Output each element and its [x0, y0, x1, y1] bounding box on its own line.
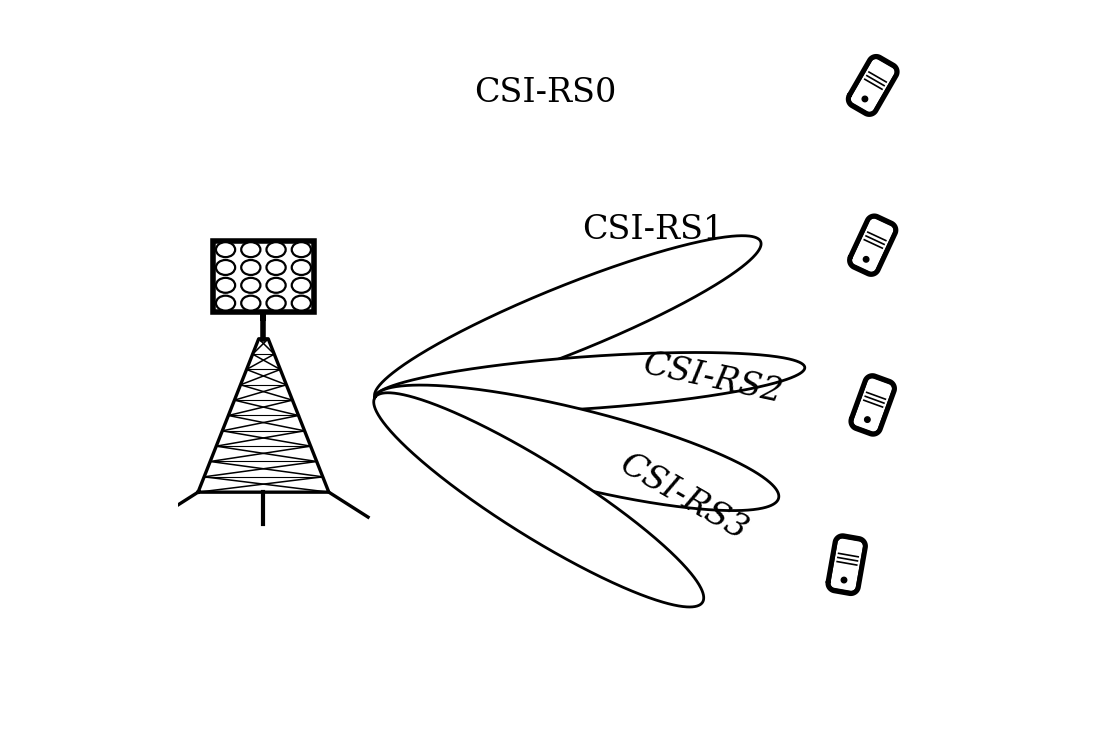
Ellipse shape	[241, 296, 260, 311]
Polygon shape	[375, 236, 762, 403]
Polygon shape	[862, 228, 889, 253]
Polygon shape	[848, 56, 897, 114]
Ellipse shape	[215, 242, 235, 257]
Polygon shape	[375, 352, 804, 412]
Polygon shape	[862, 96, 867, 102]
Ellipse shape	[291, 242, 311, 257]
Ellipse shape	[215, 278, 235, 293]
Polygon shape	[374, 393, 703, 607]
Ellipse shape	[266, 296, 286, 311]
Polygon shape	[851, 376, 895, 434]
Ellipse shape	[266, 260, 286, 275]
Bar	[260, 312, 266, 321]
Ellipse shape	[291, 260, 311, 275]
Text: CSI-RS0: CSI-RS0	[475, 77, 617, 109]
Polygon shape	[864, 256, 869, 262]
Polygon shape	[850, 216, 896, 274]
Text: CSI-RS1: CSI-RS1	[582, 214, 724, 247]
Polygon shape	[828, 536, 865, 594]
Ellipse shape	[291, 278, 311, 293]
Text: CSI-RS3: CSI-RS3	[613, 449, 753, 547]
Polygon shape	[862, 388, 888, 412]
Polygon shape	[375, 385, 779, 510]
Ellipse shape	[215, 260, 235, 275]
Bar	[213, 241, 314, 312]
Ellipse shape	[266, 278, 286, 293]
Ellipse shape	[266, 242, 286, 257]
Ellipse shape	[241, 242, 260, 257]
Ellipse shape	[291, 296, 311, 311]
Polygon shape	[835, 549, 861, 569]
Polygon shape	[862, 68, 889, 94]
Ellipse shape	[241, 278, 260, 293]
Polygon shape	[865, 417, 870, 422]
Text: CSI-RS2: CSI-RS2	[641, 348, 786, 409]
Ellipse shape	[215, 296, 235, 311]
Polygon shape	[841, 577, 846, 583]
Ellipse shape	[241, 260, 260, 275]
